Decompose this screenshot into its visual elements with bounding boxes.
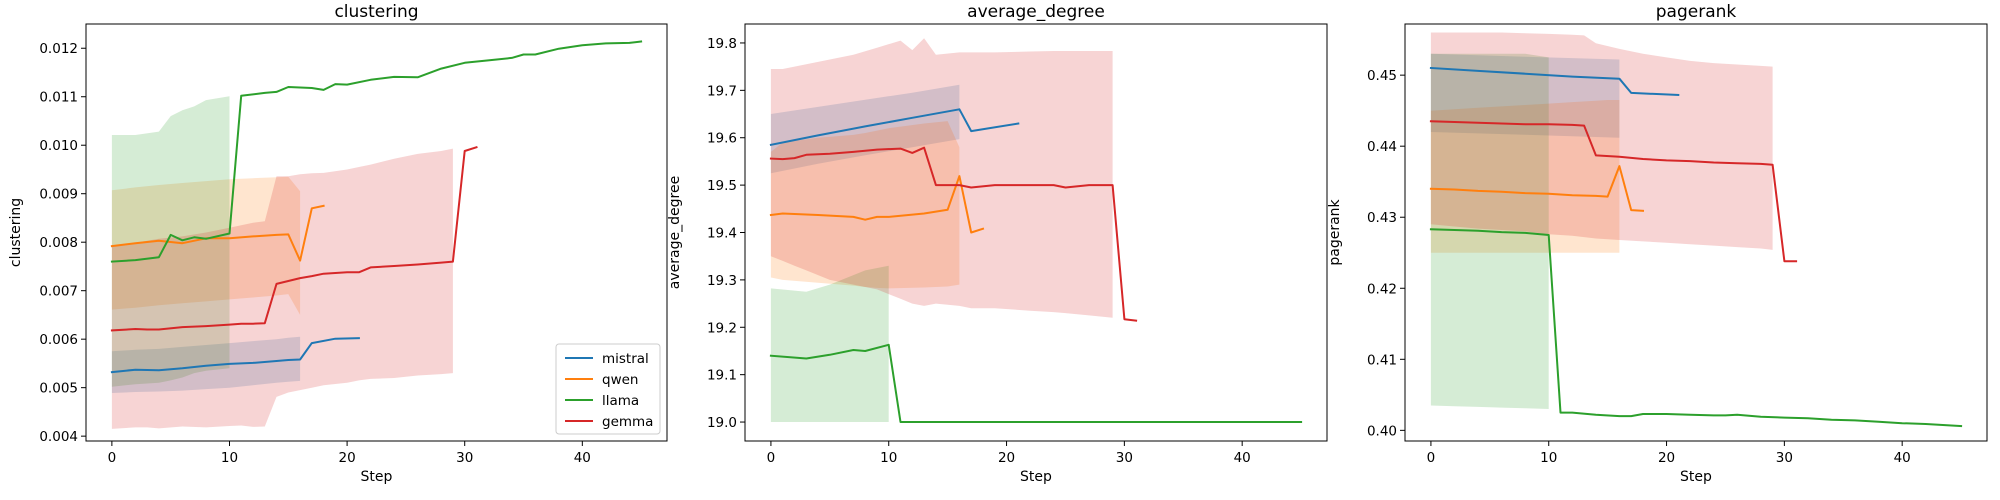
legend-frame	[555, 343, 661, 435]
mistral-line	[769, 108, 1020, 146]
mistral-band	[770, 84, 960, 174]
subplot-pagerank: 0 10 20 30 40 0.40 0.41 0.42 0.43 0.44 0.45 pageran…	[1327, 2, 1988, 485]
axes-frame	[85, 23, 668, 442]
x-tick-label: 0	[108, 450, 117, 466]
y-tick-label: 0.010	[39, 138, 78, 154]
y-tick-label: 0.41	[1367, 352, 1397, 368]
gemma-line	[110, 145, 478, 332]
y-tick-label: 0.008	[39, 235, 78, 251]
llama-line	[1429, 228, 1963, 428]
x-tick-label: 10	[1540, 450, 1557, 466]
llama-line	[769, 343, 1303, 423]
y-tick-label: 19.4	[707, 226, 737, 242]
y-tick-label: 19.7	[707, 83, 737, 99]
x-tick-label: 0	[1427, 450, 1436, 466]
x-axis-label: Step	[1020, 469, 1052, 485]
y-tick-label: 0.007	[39, 284, 78, 300]
y-tick-label: 0.44	[1367, 139, 1397, 155]
subplot-clustering: 0 10 20 30 40 0.004 0.005 0.006 0.007 0.008 0.009 0…	[8, 2, 668, 485]
x-tick-label: 40	[1234, 450, 1251, 466]
y-tick-label: 19.8	[707, 36, 737, 52]
mistral-line	[1429, 66, 1680, 97]
qwen-band	[770, 121, 960, 289]
y-tick-label: 0.009	[39, 187, 78, 203]
legend-label-llama: llama	[602, 393, 639, 409]
x-tick-label: 40	[574, 450, 591, 466]
y-tick-label: 0.012	[39, 41, 78, 57]
axes-frame	[1404, 23, 1988, 442]
x-tick-label: 40	[1894, 450, 1911, 466]
y-tick-label: 0.42	[1367, 281, 1397, 297]
legend-label-mistral: mistral	[602, 351, 649, 367]
legend: mistral qwen llama gemma	[555, 343, 661, 435]
y-tick-label: 0.011	[39, 90, 78, 106]
qwen-line	[110, 204, 325, 262]
y-tick-label: 19.0	[707, 415, 737, 431]
legend-label-gemma: gemma	[602, 414, 653, 430]
x-tick-label: 20	[998, 450, 1015, 466]
mistral-band	[1430, 53, 1620, 138]
y-tick-label: 19.2	[707, 320, 737, 336]
gemma-line	[769, 146, 1138, 322]
chart-title: pagerank	[1656, 2, 1737, 22]
y-tick-label: 19.5	[707, 178, 737, 194]
y-tick-label: 0.43	[1367, 210, 1397, 226]
llama-line	[110, 40, 643, 263]
qwen-band	[1430, 100, 1620, 253]
legend-label-qwen: qwen	[602, 372, 638, 388]
mistral-line	[110, 337, 360, 374]
y-tick-label: 19.3	[707, 273, 737, 289]
y-tick-label: 19.1	[707, 368, 737, 384]
x-tick-label: 30	[456, 450, 473, 466]
x-axis-label: Step	[1680, 469, 1712, 485]
subplot-average-degree: 0 10 20 30 40 19.0 19.1 19.2 19.3 19.4 19.5 19.6 19.…	[667, 2, 1328, 485]
llama-band	[770, 265, 889, 422]
gemma-band	[1430, 32, 1773, 250]
y-tick-label: 0.005	[39, 381, 78, 397]
y-tick-label: 0.40	[1367, 423, 1397, 439]
y-tick-label: 19.6	[707, 131, 737, 147]
x-axis-label: Step	[361, 469, 393, 485]
x-tick-label: 20	[339, 450, 356, 466]
qwen-line	[1429, 165, 1645, 212]
y-axis-label: average_degree	[667, 176, 683, 289]
chart-title: average_degree	[967, 2, 1105, 22]
chart-title: clustering	[334, 2, 418, 22]
y-axis-label: pagerank	[1327, 198, 1343, 265]
x-tick-label: 30	[1776, 450, 1793, 466]
y-tick-label: 0.004	[39, 429, 78, 445]
y-tick-label: 0.006	[39, 332, 78, 348]
x-tick-label: 20	[1658, 450, 1675, 466]
plot-area	[745, 24, 1327, 441]
x-tick-label: 30	[1116, 450, 1133, 466]
x-tick-label: 10	[221, 450, 238, 466]
x-tick-label: 10	[880, 450, 897, 466]
y-tick-label: 0.45	[1367, 68, 1397, 84]
gemma-band	[770, 38, 1113, 318]
x-tick-label: 0	[767, 450, 776, 466]
qwen-band	[111, 176, 301, 315]
gemma-line	[1429, 120, 1798, 263]
y-axis-label: clustering	[8, 198, 24, 267]
gemma-band	[111, 148, 453, 429]
